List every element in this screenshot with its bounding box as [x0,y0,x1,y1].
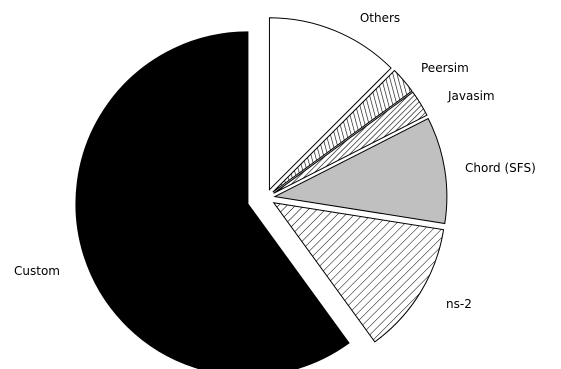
pie-label-javasim: Javasim [447,89,495,103]
pie-slice-peersim [272,69,413,193]
pie-label-chord-sfs: Chord (SFS) [465,161,536,175]
pie-slice-chord-sfs [273,117,448,225]
pie-label-peersim: Peersim [421,61,469,75]
pie-slice-others [268,17,392,191]
pie-label-others: Others [360,11,400,25]
pie-slices [75,17,448,369]
pie-labels: Others Peersim Javasim Chord (SFS) ns-2 Custo… [14,11,536,311]
pie-label-custom: Custom [14,264,60,278]
pie-slice-javasim [273,91,428,194]
pie-slice-ns-2 [272,202,445,343]
pie-slice-custom [75,31,350,369]
pie-label-ns-2: ns-2 [446,297,472,311]
